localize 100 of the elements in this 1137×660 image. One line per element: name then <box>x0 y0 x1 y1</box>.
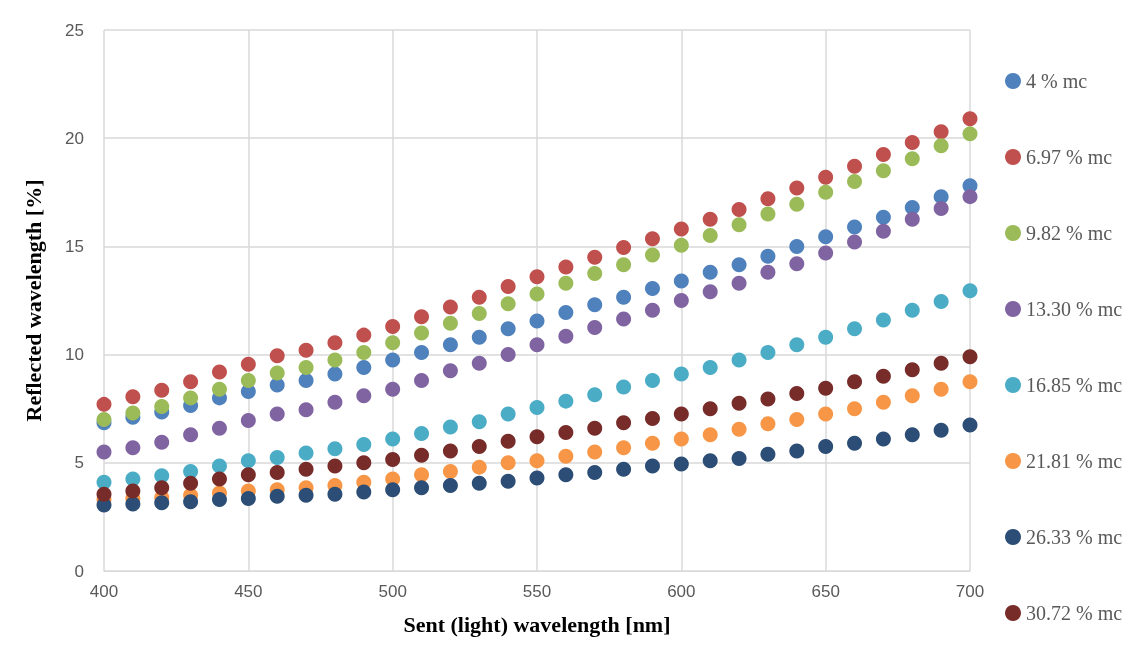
point <box>818 439 834 455</box>
point <box>587 444 603 460</box>
point <box>385 431 401 447</box>
point <box>789 238 805 254</box>
point <box>789 443 805 459</box>
point <box>414 480 430 496</box>
point <box>500 455 516 471</box>
point <box>587 265 603 281</box>
point <box>875 223 891 239</box>
point <box>731 275 747 291</box>
point <box>327 441 343 457</box>
x-tick-label: 500 <box>378 582 407 601</box>
point <box>818 329 834 345</box>
point <box>500 321 516 337</box>
point <box>904 135 920 151</box>
point <box>731 257 747 273</box>
point <box>183 475 199 491</box>
point <box>587 465 603 481</box>
point <box>731 217 747 233</box>
point <box>558 328 574 344</box>
point <box>587 420 603 436</box>
point <box>789 256 805 272</box>
point <box>269 488 285 504</box>
point <box>760 344 776 360</box>
point <box>327 458 343 474</box>
point <box>847 173 863 189</box>
point <box>644 281 660 297</box>
point <box>558 259 574 275</box>
point <box>529 429 545 445</box>
point <box>442 337 458 353</box>
point <box>818 406 834 422</box>
point <box>644 458 660 474</box>
point <box>933 381 949 397</box>
point <box>125 496 141 512</box>
point <box>154 434 170 450</box>
point <box>789 386 805 402</box>
point <box>298 487 314 503</box>
point <box>818 380 834 396</box>
point <box>933 355 949 371</box>
point <box>327 366 343 382</box>
point <box>240 373 256 389</box>
x-axis-title: Sent (light) wavelength [nm] <box>403 611 671 637</box>
point <box>789 180 805 196</box>
point <box>125 389 141 405</box>
point <box>529 453 545 469</box>
point <box>327 352 343 368</box>
point <box>240 413 256 429</box>
point <box>702 284 718 300</box>
point <box>211 381 227 397</box>
y-tick-label: 25 <box>65 20 84 40</box>
point <box>96 444 112 460</box>
point <box>587 320 603 336</box>
point <box>356 360 372 376</box>
point <box>529 286 545 302</box>
point <box>385 482 401 498</box>
point <box>414 467 430 483</box>
x-tick-label: 650 <box>811 582 840 601</box>
point <box>211 492 227 508</box>
point <box>442 363 458 379</box>
point <box>789 196 805 212</box>
point <box>760 446 776 462</box>
point <box>385 381 401 397</box>
point <box>298 461 314 477</box>
point <box>125 483 141 499</box>
point <box>414 344 430 360</box>
x-tick-label: 550 <box>522 582 552 601</box>
point <box>847 435 863 451</box>
point <box>356 388 372 404</box>
point <box>211 471 227 487</box>
point <box>616 461 632 477</box>
point <box>731 450 747 466</box>
point <box>673 237 689 253</box>
point <box>616 239 632 255</box>
point <box>847 321 863 337</box>
point <box>125 440 141 456</box>
point <box>529 400 545 416</box>
point <box>471 439 487 455</box>
point <box>327 335 343 351</box>
point <box>269 465 285 481</box>
y-tick-label: 10 <box>65 345 84 365</box>
point <box>731 421 747 437</box>
point <box>240 467 256 483</box>
legend-label: 21.81 % mc <box>1026 450 1123 472</box>
point <box>211 364 227 380</box>
point <box>644 435 660 451</box>
point <box>125 405 141 421</box>
point <box>644 373 660 389</box>
point <box>385 452 401 468</box>
point <box>875 146 891 162</box>
point <box>356 344 372 360</box>
point <box>933 138 949 154</box>
x-tick-label: 600 <box>667 582 696 601</box>
point <box>875 209 891 225</box>
point <box>673 431 689 447</box>
point <box>904 388 920 404</box>
point <box>962 111 978 127</box>
point <box>298 445 314 461</box>
point <box>96 486 112 502</box>
point <box>616 289 632 305</box>
point <box>702 228 718 244</box>
